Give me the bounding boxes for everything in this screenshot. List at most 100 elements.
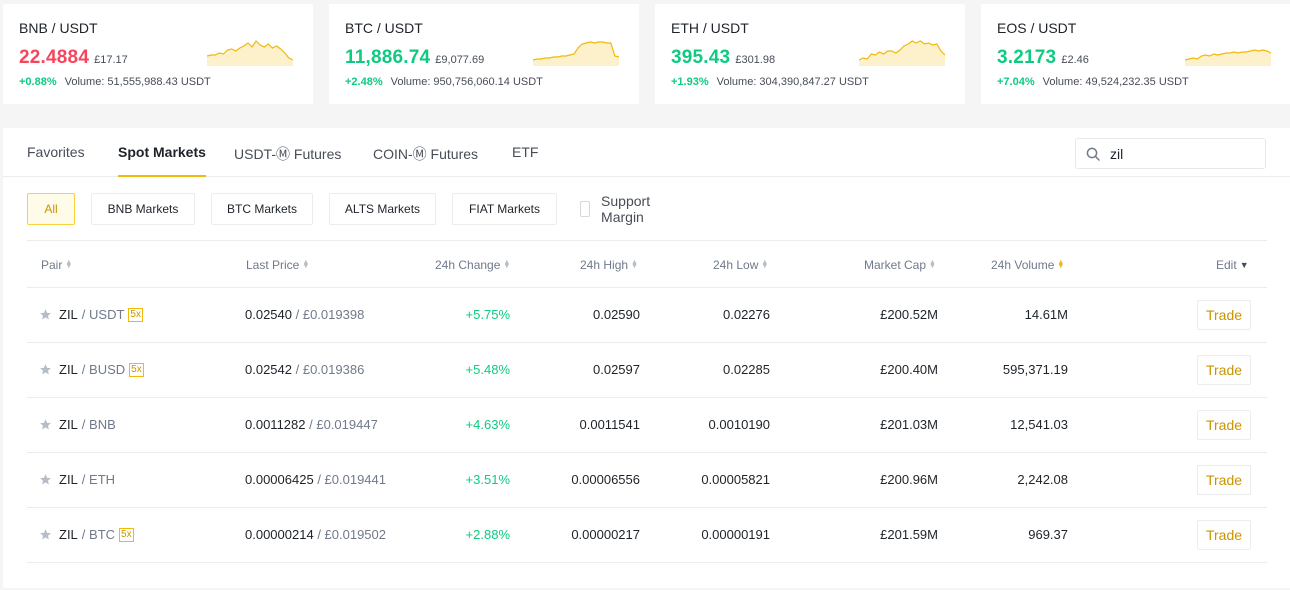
filter-fiat-markets-button[interactable]: FIAT Markets bbox=[452, 193, 557, 225]
change-cell: +3.51% bbox=[465, 472, 510, 487]
sparkline-line bbox=[859, 40, 945, 61]
pair-cell[interactable]: ZIL / BNB bbox=[59, 417, 116, 432]
column-market-cap[interactable]: Market Cap ▲ ▼ bbox=[864, 258, 936, 272]
favorite-star-icon[interactable] bbox=[39, 308, 52, 321]
ticker-volume: Volume: 304,390,847.27 USDT bbox=[716, 76, 869, 88]
last-price-fiat: / £0.019502 bbox=[317, 527, 386, 542]
ticker-fiat-price: £17.17 bbox=[94, 54, 128, 66]
volume-cell: 969.37 bbox=[1028, 527, 1068, 542]
column-last-price[interactable]: Last Price ▲ ▼ bbox=[246, 258, 309, 272]
search-box[interactable] bbox=[1075, 138, 1266, 169]
volume-cell: 12,541.03 bbox=[1010, 417, 1068, 432]
support-margin-checkbox[interactable] bbox=[580, 201, 591, 217]
pair-quote: / ETH bbox=[81, 472, 116, 487]
ticker-volume: Volume: 49,524,232.35 USDT bbox=[1042, 76, 1189, 88]
sparkline-area bbox=[859, 41, 945, 66]
ticker-price: 3.2173 bbox=[997, 47, 1057, 68]
table-row[interactable]: ZIL / BUSD 5x 0.02542 / £0.019386 +5.48%… bbox=[27, 343, 1267, 398]
low-cell: 0.00000191 bbox=[701, 527, 770, 542]
search-input[interactable] bbox=[1110, 145, 1250, 162]
volume-cell: 14.61M bbox=[1024, 307, 1068, 322]
favorite-star-icon[interactable] bbox=[39, 418, 52, 431]
last-price-cell: 0.0011282 / £0.019447 bbox=[245, 417, 378, 432]
table-row[interactable]: ZIL / ETH 0.00006425 / £0.019441 +3.51% … bbox=[27, 453, 1267, 508]
column-24h-volume[interactable]: 24h Volume ▲ ▼ bbox=[991, 258, 1064, 272]
ticker-card-bnb[interactable]: BNB / USDT 22.4884 £17.17 +0.88% Volume:… bbox=[3, 4, 313, 104]
table-row[interactable]: ZIL / BNB 0.0011282 / £0.019447 +4.63% 0… bbox=[27, 398, 1267, 453]
change-cell: +4.63% bbox=[465, 417, 510, 432]
leverage-badge: 5x bbox=[119, 527, 134, 542]
market-cap-cell: £200.96M bbox=[880, 472, 938, 487]
column-market-cap-label: Market Cap bbox=[864, 258, 927, 272]
column-24h-low[interactable]: 24h Low ▲ ▼ bbox=[713, 258, 768, 272]
column-pair[interactable]: Pair ▲ ▼ bbox=[41, 258, 72, 272]
low-cell: 0.02285 bbox=[723, 362, 770, 377]
column-24h-change[interactable]: 24h Change ▲ ▼ bbox=[435, 258, 511, 272]
trade-button[interactable]: Trade bbox=[1197, 465, 1251, 495]
ticker-change: +1.93% bbox=[671, 76, 709, 88]
volume-cell: 2,242.08 bbox=[1017, 472, 1068, 487]
column-24h-high-label: 24h High bbox=[580, 258, 629, 272]
favorite-star-icon[interactable] bbox=[39, 473, 52, 486]
filter-all-button[interactable]: All bbox=[27, 193, 75, 225]
caret-down-icon: ▼ bbox=[1239, 260, 1249, 270]
column-last-price-label: Last Price bbox=[246, 258, 300, 272]
ticker-pair: EOS / USDT bbox=[997, 20, 1077, 36]
tab-etf[interactable]: ETF bbox=[512, 144, 539, 160]
support-margin-label: Support Margin bbox=[601, 193, 651, 225]
sparkline-area bbox=[1185, 50, 1271, 66]
filter-alts-markets-button[interactable]: ALTS Markets bbox=[329, 193, 436, 225]
ticker-volume: Volume: 51,555,988.43 USDT bbox=[64, 76, 211, 88]
tab-spot-markets[interactable]: Spot Markets bbox=[118, 144, 206, 177]
ticker-pair: BTC / USDT bbox=[345, 20, 423, 36]
last-price-cell: 0.02540 / £0.019398 bbox=[245, 307, 364, 322]
sort-icon: ▲ ▼ bbox=[503, 259, 511, 270]
pair-quote: / BTC bbox=[81, 527, 116, 542]
trade-button[interactable]: Trade bbox=[1197, 355, 1251, 385]
ticker-change: +2.48% bbox=[345, 76, 383, 88]
pair-cell[interactable]: ZIL / BTC 5x bbox=[59, 527, 134, 542]
pair-cell[interactable]: ZIL / USDT 5x bbox=[59, 307, 143, 322]
column-edit[interactable]: Edit ▼ bbox=[1216, 258, 1249, 272]
table-row[interactable]: ZIL / USDT 5x 0.02540 / £0.019398 +5.75%… bbox=[27, 288, 1267, 343]
pair-cell[interactable]: ZIL / ETH bbox=[59, 472, 115, 487]
sparkline-line bbox=[1185, 49, 1271, 61]
column-24h-high[interactable]: 24h High ▲ ▼ bbox=[580, 258, 638, 272]
tab-coin-futures[interactable]: COIN-Ⓜ Futures bbox=[373, 146, 479, 162]
last-price-cell: 0.02542 / £0.019386 bbox=[245, 362, 364, 377]
last-price: 0.00000214 bbox=[245, 527, 314, 542]
pair-base: ZIL bbox=[59, 527, 78, 542]
column-24h-low-label: 24h Low bbox=[713, 258, 759, 272]
ticker-card-btc[interactable]: BTC / USDT 11,886.74 £9,077.69 +2.48% Vo… bbox=[329, 4, 639, 104]
trade-button[interactable]: Trade bbox=[1197, 520, 1251, 550]
market-tabs: Favorites Spot Markets USDT-Ⓜ Futures CO… bbox=[3, 128, 1290, 177]
sparkline-line bbox=[533, 41, 619, 61]
column-edit-label: Edit bbox=[1216, 258, 1237, 272]
tab-favorites[interactable]: Favorites bbox=[27, 144, 85, 160]
high-cell: 0.02597 bbox=[593, 362, 640, 377]
ticker-card-eth[interactable]: ETH / USDT 395.43 £301.98 +1.93% Volume:… bbox=[655, 4, 965, 104]
support-margin-toggle[interactable]: Support Margin bbox=[580, 193, 656, 225]
trade-button[interactable]: Trade bbox=[1197, 300, 1251, 330]
sparkline-line bbox=[207, 40, 293, 61]
ticker-card-eos[interactable]: EOS / USDT 3.2173 £2.46 +7.04% Volume: 4… bbox=[981, 4, 1290, 104]
last-price: 0.0011282 bbox=[245, 417, 306, 432]
tab-usdt-futures[interactable]: USDT-Ⓜ Futures bbox=[234, 146, 342, 162]
favorite-star-icon[interactable] bbox=[39, 363, 52, 376]
trade-button[interactable]: Trade bbox=[1197, 410, 1251, 440]
filter-btc-markets-button[interactable]: BTC Markets bbox=[211, 193, 313, 225]
ticker-fiat-price: £9,077.69 bbox=[435, 54, 485, 66]
favorite-star-icon[interactable] bbox=[39, 528, 52, 541]
ticker-fiat-price: £301.98 bbox=[735, 54, 776, 66]
sparkline-chart bbox=[533, 41, 619, 66]
change-cell: +2.88% bbox=[465, 527, 510, 542]
filter-bnb-markets-button[interactable]: BNB Markets bbox=[91, 193, 195, 225]
sort-icon: ▲ ▼ bbox=[929, 259, 936, 270]
table-row[interactable]: ZIL / BTC 5x 0.00000214 / £0.019502 +2.8… bbox=[27, 508, 1267, 563]
search-icon bbox=[1086, 147, 1100, 161]
ticker-pair: ETH / USDT bbox=[671, 20, 749, 36]
last-price-fiat: / £0.019447 bbox=[309, 417, 378, 432]
pair-cell[interactable]: ZIL / BUSD 5x bbox=[59, 362, 144, 377]
market-cap-cell: £201.03M bbox=[880, 417, 938, 432]
markets-panel: Favorites Spot Markets USDT-Ⓜ Futures CO… bbox=[3, 128, 1290, 588]
